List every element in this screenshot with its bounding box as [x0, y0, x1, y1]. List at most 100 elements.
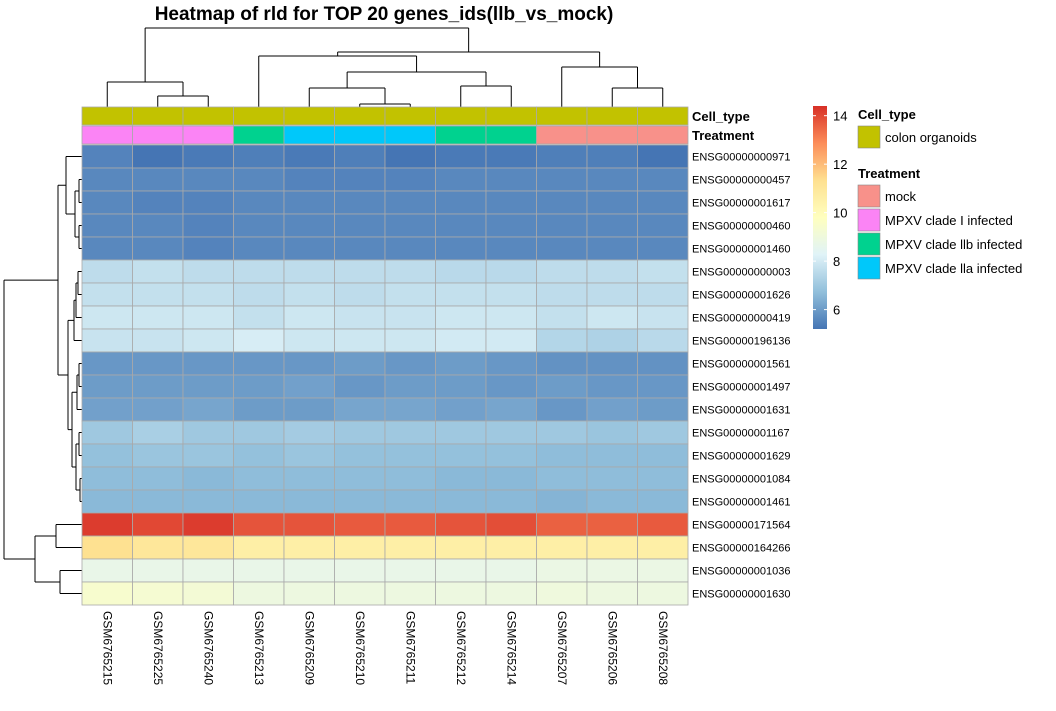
heatmap-cell — [283, 535, 335, 560]
heatmap-cell — [334, 259, 386, 284]
heatmap-cell — [586, 558, 638, 583]
row-label: ENSG00000001084 — [692, 474, 790, 486]
heatmap-cell — [132, 167, 184, 192]
column-label: GSM6765211 — [403, 611, 417, 684]
row-label: ENSG00000001631 — [692, 405, 790, 417]
heatmap-cell — [637, 167, 689, 192]
heatmap-cell — [233, 282, 285, 307]
row-label: ENSG00000196136 — [692, 336, 790, 348]
heatmap-cell — [283, 512, 335, 537]
heatmap-cell — [334, 420, 386, 445]
heatmap-cell — [81, 282, 133, 307]
column-label: GSM6765240 — [201, 611, 215, 685]
heatmap-cell — [334, 397, 386, 422]
heatmap-cell — [81, 466, 133, 491]
annotation-tracks: Cell_type Treatment — [81, 106, 755, 145]
treatment-annotation-cell — [334, 125, 386, 145]
colorbar-tick-label: 8 — [833, 254, 840, 269]
treatment-annotation-cell — [586, 125, 638, 145]
heatmap-cell — [283, 305, 335, 330]
heatmap-cell — [435, 236, 487, 261]
row-label: ENSG00000001167 — [692, 428, 790, 440]
heatmap-cell — [182, 213, 234, 238]
row-label: ENSG00000000460 — [692, 221, 790, 233]
heatmap-cell — [485, 305, 537, 330]
cell-type-track-label: Cell_type — [692, 109, 750, 124]
heatmap-cell — [132, 443, 184, 468]
heatmap-cell — [132, 535, 184, 560]
heatmap-cell — [586, 489, 638, 514]
heatmap-cell — [586, 144, 638, 169]
heatmap-cell — [132, 420, 184, 445]
heatmap-cell — [182, 397, 234, 422]
heatmap-cell — [384, 512, 436, 537]
column-label: GSM6765210 — [353, 611, 367, 685]
heatmap-cell — [384, 167, 436, 192]
heatmap-cell — [182, 190, 234, 215]
heatmap-cell — [233, 328, 285, 353]
heatmap-cell — [637, 397, 689, 422]
row-label: ENSG00000001561 — [692, 359, 790, 371]
heatmap-cell — [384, 558, 436, 583]
cell-type-annotation-cell — [132, 106, 184, 126]
cell-type-annotation-cell — [81, 106, 133, 126]
heatmap-cell — [334, 351, 386, 376]
treatment-annotation-cell — [637, 125, 689, 145]
chart-title: Heatmap of rld for TOP 20 genes_ids(llb_… — [155, 4, 614, 25]
colorbar-gradient — [813, 106, 827, 329]
heatmap-cell — [485, 167, 537, 192]
heatmap-cell — [81, 167, 133, 192]
row-label: ENSG00000000457 — [692, 175, 790, 187]
heatmap-cell — [485, 236, 537, 261]
heatmap-cell — [435, 466, 487, 491]
heatmap-cell — [485, 397, 537, 422]
heatmap-cell — [485, 213, 537, 238]
heatmap-cell — [182, 328, 234, 353]
legend-swatch — [857, 125, 881, 149]
heatmap-cell — [132, 581, 184, 606]
heatmap-cell — [536, 144, 588, 169]
heatmap-cell — [586, 328, 638, 353]
heatmap-cell — [485, 466, 537, 491]
legend-swatch — [857, 256, 881, 280]
column-label: GSM6765209 — [302, 611, 316, 685]
treatment-annotation-cell — [485, 125, 537, 145]
heatmap-cell — [586, 213, 638, 238]
heatmap-cell — [435, 213, 487, 238]
heatmap-cell — [485, 351, 537, 376]
heatmap-cell — [81, 397, 133, 422]
column-label: GSM6765213 — [252, 611, 266, 685]
heatmap-cell — [233, 144, 285, 169]
heatmap-cell — [81, 420, 133, 445]
heatmap-cell — [435, 558, 487, 583]
heatmap-cell — [435, 420, 487, 445]
heatmap-cell — [233, 466, 285, 491]
heatmap-cell — [536, 512, 588, 537]
heatmap-cell — [182, 167, 234, 192]
heatmap-cell — [182, 282, 234, 307]
heatmap-cell — [485, 144, 537, 169]
heatmap-cell — [536, 328, 588, 353]
heatmap-cell — [81, 581, 133, 606]
treatment-annotation-cell — [233, 125, 285, 145]
heatmap-cell — [233, 305, 285, 330]
heatmap-cell — [283, 466, 335, 491]
heatmap-cell — [233, 236, 285, 261]
heatmap-cell — [384, 213, 436, 238]
heatmap-cell — [132, 374, 184, 399]
heatmap-cell — [637, 443, 689, 468]
heatmap-cell — [334, 282, 386, 307]
heatmap-cell — [637, 282, 689, 307]
column-label: GSM6765215 — [100, 611, 114, 685]
heatmap-cell — [132, 397, 184, 422]
heatmap-cell — [283, 144, 335, 169]
heatmap-cell — [435, 535, 487, 560]
heatmap-cells — [81, 144, 689, 606]
treatment-track-label: Treatment — [692, 128, 755, 143]
cell-type-annotation-cell — [233, 106, 285, 126]
heatmap-cell — [81, 374, 133, 399]
heatmap-cell — [132, 305, 184, 330]
heatmap-cell — [586, 512, 638, 537]
heatmap-cell — [182, 259, 234, 284]
